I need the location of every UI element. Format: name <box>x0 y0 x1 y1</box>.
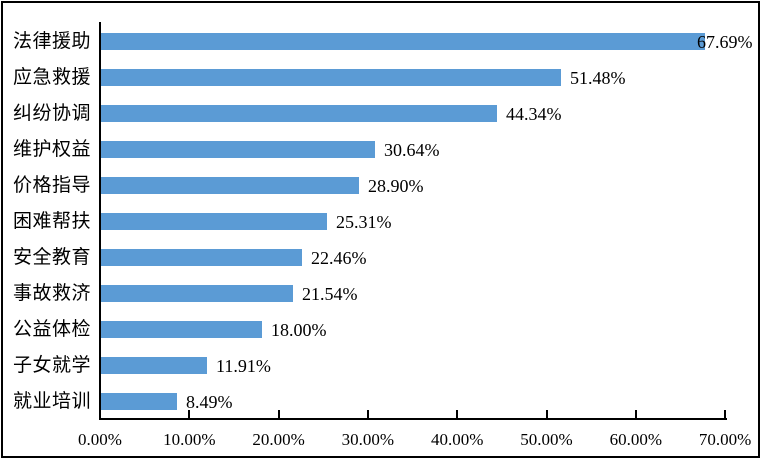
x-axis-tick <box>545 410 548 418</box>
x-axis-tick-label: 30.00% <box>341 430 395 449</box>
category-label: 困难帮扶 <box>12 210 91 232</box>
x-axis-tick <box>277 410 280 418</box>
category-label: 应急救援 <box>12 66 91 88</box>
x-axis-tick <box>634 410 637 418</box>
category-label: 安全教育 <box>12 246 91 268</box>
category-label: 公益体检 <box>12 318 91 340</box>
y-axis-line <box>99 22 101 420</box>
bar <box>101 69 561 86</box>
bar <box>101 33 705 50</box>
x-axis-tick <box>366 410 369 418</box>
bar <box>101 285 293 302</box>
x-axis-tick-label: 70.00% <box>698 430 752 449</box>
value-label: 18.00% <box>271 319 327 340</box>
x-axis-tick-label: 0.00% <box>78 430 122 449</box>
bar <box>101 213 327 230</box>
value-label: 25.31% <box>336 211 392 232</box>
x-axis-tick-label: 50.00% <box>520 430 573 449</box>
category-label: 价格指导 <box>12 174 91 196</box>
category-label: 纠纷协调 <box>12 102 91 124</box>
bar <box>101 357 207 374</box>
value-label: 22.46% <box>311 247 367 268</box>
bar <box>101 105 497 122</box>
x-axis-tick-label: 60.00% <box>609 430 662 449</box>
x-axis-tick-label: 20.00% <box>252 430 305 449</box>
value-label: 21.54% <box>302 283 358 304</box>
x-axis-tick <box>188 410 191 418</box>
value-label: 30.64% <box>384 139 440 160</box>
category-label: 维护权益 <box>12 138 91 160</box>
category-label: 事故救济 <box>12 282 91 304</box>
category-label: 子女就学 <box>12 354 91 376</box>
x-axis-tick <box>456 410 459 418</box>
value-label: 51.48% <box>570 67 626 88</box>
category-label: 法律援助 <box>12 30 91 52</box>
bar <box>101 177 359 194</box>
category-label: 就业培训 <box>12 390 91 412</box>
x-axis-tick-label: 40.00% <box>430 430 484 449</box>
bar <box>101 321 262 338</box>
bar <box>101 141 375 158</box>
bar <box>101 393 177 410</box>
value-label: 67.69% <box>697 31 753 52</box>
value-label: 11.91% <box>216 355 271 376</box>
x-axis-tick <box>724 410 727 418</box>
value-label: 44.34% <box>506 103 562 124</box>
value-label: 28.90% <box>368 175 424 196</box>
x-axis-line <box>99 418 727 420</box>
bar <box>101 249 302 266</box>
value-label: 8.49% <box>186 391 233 412</box>
x-axis-tick-label: 10.00% <box>163 430 216 449</box>
